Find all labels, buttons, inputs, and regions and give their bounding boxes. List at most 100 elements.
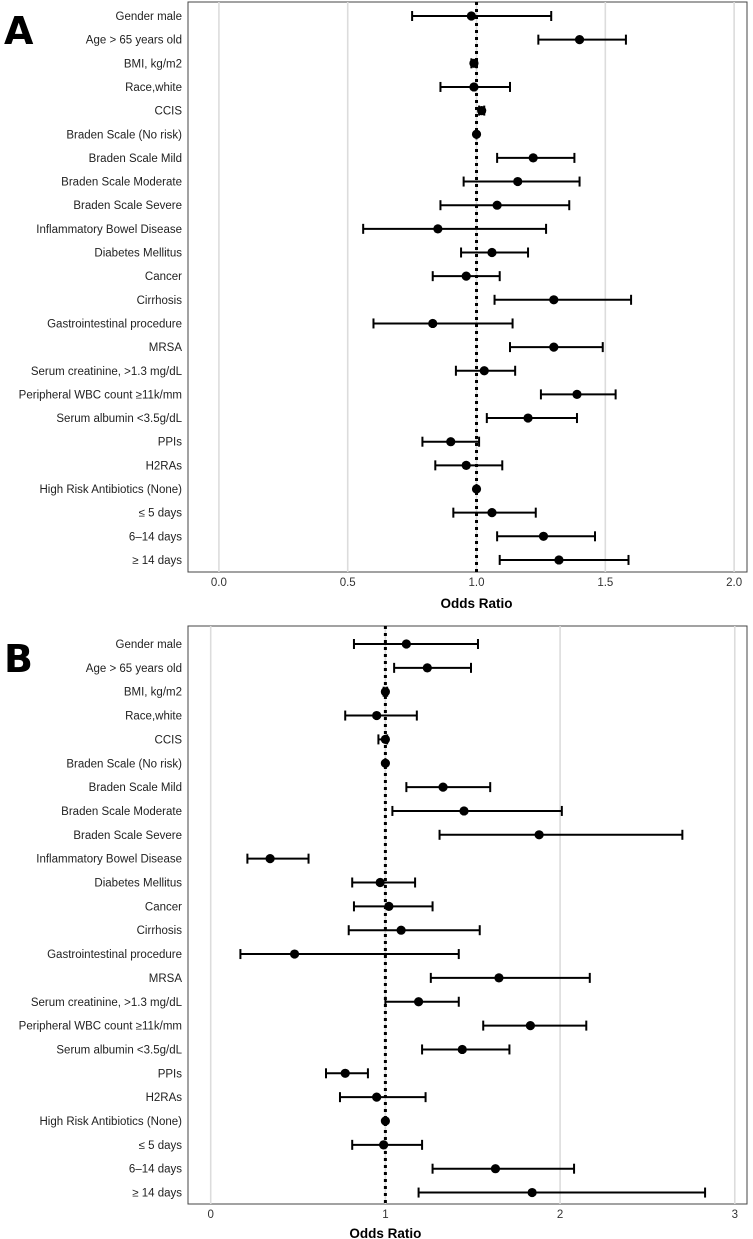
odds-ratio-point: [477, 106, 487, 116]
row-label: BMI, kg/m2: [124, 58, 182, 70]
forest-row: Serum creatinine, >1.3 mg/dL: [31, 365, 517, 378]
forest-row: Cancer: [145, 271, 501, 283]
row-label: BMI, kg/m2: [124, 687, 182, 699]
row-label: Braden Scale Severe: [73, 200, 182, 212]
odds-ratio-point: [413, 997, 424, 1007]
forest-row: H2RAs: [146, 1092, 427, 1104]
x-tick-label: 2: [557, 1209, 563, 1221]
row-label: Age > 65 years old: [86, 35, 182, 47]
odds-ratio-point: [527, 1187, 537, 1198]
forest-row: H2RAs: [146, 460, 504, 472]
odds-ratio-point: [461, 271, 471, 281]
forest-row: Age > 65 years old: [86, 662, 472, 675]
forest-row: MRSA: [149, 342, 604, 354]
forest-row: Race,white: [125, 81, 512, 94]
forest-row: 6–14 days: [129, 531, 597, 543]
panel-a: A Gender male Age > 65 years old BMI, kg/m2…: [4, 1, 748, 611]
odds-ratio-point: [438, 782, 448, 792]
odds-ratio-point: [422, 663, 432, 673]
forest-row: Braden Scale Mild: [89, 152, 576, 165]
forest-row: BMI, kg/m2: [124, 686, 390, 699]
odds-ratio-point: [528, 153, 538, 163]
odds-ratio-point: [523, 413, 533, 423]
odds-ratio-point: [265, 854, 275, 864]
row-label: PPIs: [158, 437, 183, 449]
forest-row: ≤ 5 days: [139, 1139, 424, 1152]
odds-ratio-point: [549, 342, 559, 352]
row-label: Gender male: [116, 11, 182, 23]
odds-ratio-point: [471, 129, 482, 139]
odds-ratio-point: [396, 925, 406, 935]
row-label: CCIS: [155, 734, 183, 746]
odds-ratio-point: [457, 1044, 467, 1055]
row-label: Cancer: [145, 901, 182, 913]
odds-ratio-point: [384, 901, 394, 911]
row-label: Race,white: [125, 82, 182, 94]
odds-ratio-point: [479, 366, 489, 376]
odds-ratio-point: [372, 710, 382, 721]
forest-row: Braden Scale (No risk): [66, 129, 482, 141]
odds-ratio-point: [572, 389, 582, 399]
row-label: ≤ 5 days: [139, 1140, 183, 1152]
row-label: Peripheral WBC count ≥11k/mm: [19, 1021, 182, 1033]
odds-ratio-point: [492, 200, 502, 210]
forest-row: PPIs: [158, 436, 481, 449]
row-label: Inflammatory Bowel Disease: [36, 224, 182, 236]
forest-row: MRSA: [149, 972, 591, 985]
forest-row: Cirrhosis: [137, 925, 481, 937]
forest-row: Braden Scale Severe: [73, 200, 571, 212]
row-label: Serum albumin <3.5g/dL: [56, 1044, 182, 1056]
row-label: Cirrhosis: [137, 295, 183, 307]
row-label: MRSA: [149, 973, 183, 985]
row-label: Braden Scale (No risk): [66, 129, 182, 141]
odds-ratio-point: [471, 484, 482, 494]
row-label: ≥ 14 days: [132, 1188, 182, 1200]
forest-row: ≥ 14 days: [132, 1187, 707, 1200]
x-tick-label: 1: [382, 1209, 388, 1221]
row-label: High Risk Antibiotics (None): [39, 484, 182, 496]
row-label: CCIS: [155, 106, 183, 118]
row-label: ≤ 5 days: [139, 508, 183, 520]
row-label: Braden Scale (No risk): [66, 758, 182, 770]
row-label: Gastrointestinal procedure: [47, 949, 182, 961]
row-label: Serum creatinine, >1.3 mg/dL: [31, 366, 183, 378]
row-label: Age > 65 years old: [86, 663, 182, 675]
forest-row: Inflammatory Bowel Disease: [36, 223, 548, 236]
odds-ratio-point: [446, 437, 456, 447]
row-label: Peripheral WBC count ≥11k/mm: [19, 389, 182, 401]
forest-row: Braden Scale Mild: [89, 782, 492, 794]
plot-frame: [187, 625, 748, 1205]
row-label: Braden Scale Severe: [73, 830, 182, 842]
odds-ratio-point: [433, 224, 443, 234]
odds-ratio-point: [494, 973, 504, 983]
odds-ratio-point: [428, 318, 438, 329]
forest-row: High Risk Antibiotics (None): [39, 484, 482, 496]
row-label: 6–14 days: [129, 1164, 182, 1176]
forest-row: Race,white: [125, 710, 418, 723]
row-label: Race,white: [125, 711, 182, 723]
x-tick-label: 0.5: [340, 577, 356, 589]
x-tick-label: 1.5: [597, 577, 613, 589]
odds-ratio-point: [380, 1116, 390, 1126]
row-label: 6–14 days: [129, 531, 182, 543]
forest-row: Gender male: [116, 11, 553, 23]
odds-ratio-point: [340, 1068, 350, 1078]
row-label: Braden Scale Mild: [89, 153, 182, 165]
odds-ratio-point: [525, 1021, 535, 1031]
odds-ratio-point: [549, 295, 559, 305]
odds-ratio-point: [538, 531, 549, 541]
x-axis-title: Odds Ratio: [349, 1226, 421, 1239]
odds-ratio-point: [466, 11, 476, 21]
odds-ratio-point: [554, 555, 564, 565]
row-label: ≥ 14 days: [132, 555, 182, 567]
x-tick-label: 0: [208, 1209, 214, 1221]
odds-ratio-point: [380, 758, 390, 768]
plot-frame: [187, 1, 748, 573]
forest-row: Braden Scale (No risk): [66, 758, 390, 770]
forest-row: CCIS: [155, 105, 487, 118]
row-label: Inflammatory Bowel Disease: [36, 854, 182, 866]
row-label: High Risk Antibiotics (None): [39, 1116, 182, 1128]
forest-row: Peripheral WBC count ≥11k/mm: [19, 389, 617, 401]
row-label: Diabetes Mellitus: [94, 248, 182, 260]
